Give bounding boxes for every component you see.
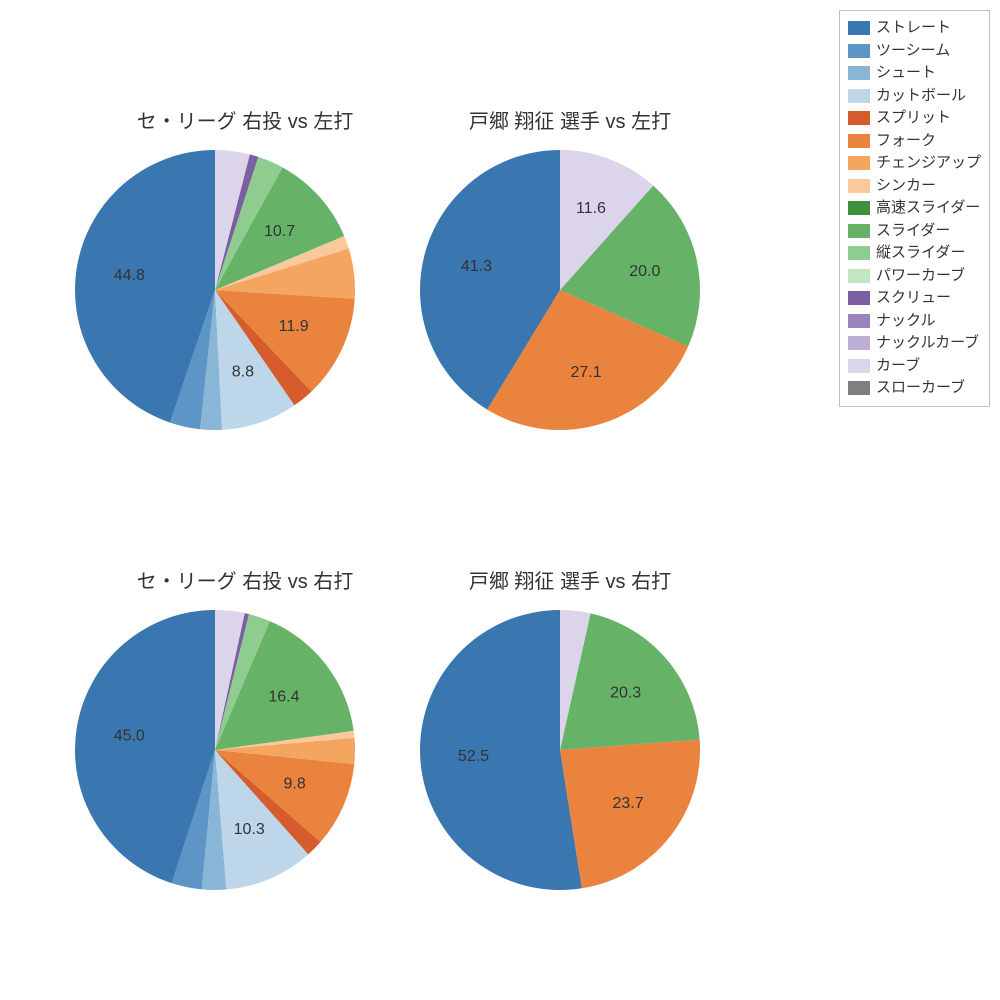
legend-label: シュート (876, 62, 936, 85)
legend-swatch (848, 134, 870, 148)
legend-swatch (848, 201, 870, 215)
legend-label: スクリュー (876, 287, 951, 310)
legend-label: パワーカーブ (876, 265, 965, 288)
legend-swatch (848, 246, 870, 260)
pie-slice-label: 52.5 (458, 748, 489, 765)
legend-label: ナックル (876, 310, 936, 333)
legend-item: シンカー (848, 175, 981, 198)
pie-slice-label: 27.1 (570, 364, 601, 381)
pie-chart: 41.3 27.1 20.0 11.6 (420, 150, 700, 430)
pie-slice-label: 16.4 (268, 688, 299, 705)
legend-label: ツーシーム (876, 40, 950, 63)
chart-title: セ・リーグ 右投 vs 右打 (95, 565, 395, 594)
legend-swatch (848, 269, 870, 283)
legend-swatch (848, 291, 870, 305)
pie-chart: 44.8 8.8 11.9 10.7 (75, 150, 355, 430)
pie-slice-label: 9.8 (284, 776, 306, 793)
legend-label: 縦スライダー (876, 242, 965, 265)
chart-title: セ・リーグ 右投 vs 左打 (95, 105, 395, 134)
legend-item: シュート (848, 62, 981, 85)
legend-item: ナックルカーブ (848, 332, 981, 355)
legend-swatch (848, 336, 870, 350)
legend-label: スローカーブ (876, 377, 965, 400)
legend-box: ストレートツーシームシュートカットボールスプリットフォークチェンジアップシンカー… (839, 10, 990, 407)
legend-item: カーブ (848, 355, 981, 378)
legend-item: ストレート (848, 17, 981, 40)
legend-item: スローカーブ (848, 377, 981, 400)
pie-slice-label: 20.3 (610, 684, 641, 701)
chart-title: 戸郷 翔征 選手 vs 右打 (420, 565, 720, 594)
legend-label: ストレート (876, 17, 951, 40)
legend-label: カーブ (876, 355, 920, 378)
pie-slice-label: 10.3 (234, 821, 265, 838)
legend-label: カットボール (876, 85, 966, 108)
pie-slice-label: 8.8 (232, 363, 254, 380)
legend-swatch (848, 66, 870, 80)
pie-slice (560, 739, 700, 888)
pie-slice-label: 11.6 (576, 200, 606, 217)
legend-item: パワーカーブ (848, 265, 981, 288)
legend-item: フォーク (848, 130, 981, 153)
legend-swatch (848, 179, 870, 193)
legend-item: 縦スライダー (848, 242, 981, 265)
legend-label: 高速スライダー (876, 197, 980, 220)
legend-swatch (848, 156, 870, 170)
legend-item: ツーシーム (848, 40, 981, 63)
legend-swatch (848, 21, 870, 35)
legend-swatch (848, 359, 870, 373)
legend-label: ナックルカーブ (876, 332, 979, 355)
legend-item: チェンジアップ (848, 152, 981, 175)
pie-slice-label: 10.7 (264, 223, 295, 240)
legend-item: スクリュー (848, 287, 981, 310)
pie-slice-label: 23.7 (613, 795, 644, 812)
legend-label: スライダー (876, 220, 950, 243)
legend-label: フォーク (876, 130, 936, 153)
legend-swatch (848, 314, 870, 328)
pie-slice-label: 20.0 (629, 263, 660, 280)
legend-item: ナックル (848, 310, 981, 333)
legend-swatch (848, 224, 870, 238)
legend-swatch (848, 381, 870, 395)
pie-slice (420, 610, 582, 890)
pie-chart: 52.5 23.7 20.3 (420, 610, 700, 890)
legend-swatch (848, 89, 870, 103)
legend-swatch (848, 44, 870, 58)
legend-swatch (848, 111, 870, 125)
legend-label: シンカー (876, 175, 936, 198)
legend-item: カットボール (848, 85, 981, 108)
chart-stage: ストレートツーシームシュートカットボールスプリットフォークチェンジアップシンカー… (0, 0, 1000, 1000)
pie-slice-label: 11.9 (279, 318, 309, 335)
legend-label: スプリット (876, 107, 951, 130)
pie-slice-label: 45.0 (114, 728, 145, 745)
legend-item: スライダー (848, 220, 981, 243)
pie-chart: 45.0 10.3 9.8 16.4 (75, 610, 355, 890)
legend-label: チェンジアップ (876, 152, 981, 175)
pie-slice-label: 44.8 (114, 267, 145, 284)
legend-item: 高速スライダー (848, 197, 981, 220)
chart-title: 戸郷 翔征 選手 vs 左打 (420, 105, 720, 134)
legend-item: スプリット (848, 107, 981, 130)
pie-slice-label: 41.3 (461, 258, 492, 275)
